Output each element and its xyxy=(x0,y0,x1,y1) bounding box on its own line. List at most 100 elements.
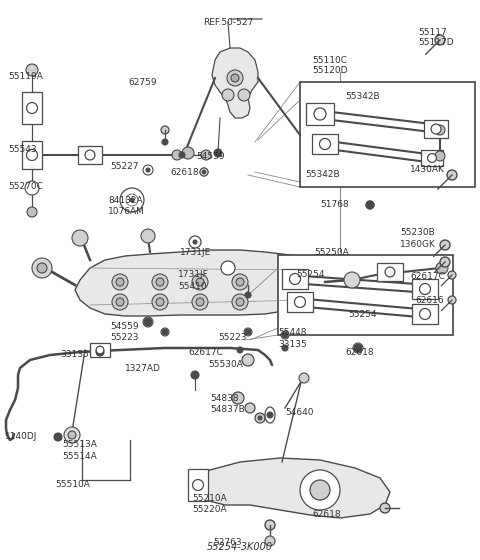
Text: 1731JE: 1731JE xyxy=(180,248,211,257)
Text: 54640: 54640 xyxy=(285,408,313,417)
Text: 1430AK: 1430AK xyxy=(410,165,445,174)
Circle shape xyxy=(162,139,168,145)
Text: 54838: 54838 xyxy=(210,394,239,403)
Circle shape xyxy=(368,203,372,207)
Circle shape xyxy=(144,318,152,326)
Circle shape xyxy=(64,427,80,443)
Ellipse shape xyxy=(265,407,275,423)
Text: 55117: 55117 xyxy=(418,28,447,37)
Text: 55513A: 55513A xyxy=(62,440,97,449)
Text: 62617C: 62617C xyxy=(410,272,445,281)
Text: 55510A: 55510A xyxy=(55,480,90,489)
Circle shape xyxy=(435,35,445,45)
Text: 54559: 54559 xyxy=(196,152,225,161)
Bar xyxy=(377,263,403,281)
Circle shape xyxy=(300,470,340,510)
Text: 55119A: 55119A xyxy=(8,72,43,81)
Circle shape xyxy=(232,274,248,290)
Text: 55250A: 55250A xyxy=(314,248,349,257)
Bar xyxy=(90,343,110,357)
Circle shape xyxy=(146,168,150,172)
Circle shape xyxy=(32,258,52,278)
Bar xyxy=(287,292,313,312)
Text: 1731JF: 1731JF xyxy=(178,270,209,279)
Circle shape xyxy=(255,413,265,423)
Circle shape xyxy=(96,348,104,356)
Text: 62618: 62618 xyxy=(170,168,199,177)
Text: 33135: 33135 xyxy=(60,350,89,359)
Text: 55220A: 55220A xyxy=(192,505,227,514)
Circle shape xyxy=(232,392,244,404)
Circle shape xyxy=(353,343,363,353)
Bar xyxy=(300,82,475,187)
Circle shape xyxy=(295,296,305,307)
Circle shape xyxy=(242,354,254,366)
Text: 62759: 62759 xyxy=(128,78,156,87)
Circle shape xyxy=(236,278,244,286)
Circle shape xyxy=(196,278,204,286)
Circle shape xyxy=(130,198,134,202)
Circle shape xyxy=(26,64,38,76)
Circle shape xyxy=(431,124,441,134)
Circle shape xyxy=(236,298,244,306)
Circle shape xyxy=(310,480,330,500)
Circle shape xyxy=(354,344,362,352)
Circle shape xyxy=(156,298,164,306)
Bar xyxy=(412,304,438,324)
Text: 55543: 55543 xyxy=(8,145,36,154)
Text: 55210A: 55210A xyxy=(192,494,227,503)
Text: 55117D: 55117D xyxy=(418,38,454,47)
Circle shape xyxy=(112,274,128,290)
Circle shape xyxy=(26,102,37,114)
Text: 55514A: 55514A xyxy=(62,452,97,461)
Circle shape xyxy=(141,229,155,243)
Circle shape xyxy=(289,273,300,284)
Text: 84132A: 84132A xyxy=(108,196,143,205)
Bar xyxy=(306,103,334,125)
Bar xyxy=(188,469,208,501)
Text: 62616: 62616 xyxy=(415,296,444,305)
Bar xyxy=(424,120,448,138)
Bar xyxy=(278,255,453,335)
Circle shape xyxy=(182,147,194,159)
Circle shape xyxy=(435,151,445,161)
Circle shape xyxy=(435,125,445,135)
Polygon shape xyxy=(195,458,390,518)
Circle shape xyxy=(192,294,208,310)
Text: 55448: 55448 xyxy=(278,328,307,337)
Circle shape xyxy=(112,294,128,310)
Text: 55110C: 55110C xyxy=(312,56,347,65)
Bar xyxy=(282,269,308,289)
Text: 55530A: 55530A xyxy=(208,360,243,369)
Circle shape xyxy=(366,201,374,209)
Circle shape xyxy=(385,267,395,277)
Text: 1076AM: 1076AM xyxy=(108,207,145,216)
Circle shape xyxy=(428,153,436,162)
Circle shape xyxy=(95,347,105,357)
Circle shape xyxy=(299,373,309,383)
Circle shape xyxy=(96,346,104,354)
Circle shape xyxy=(120,188,144,212)
Circle shape xyxy=(245,292,251,298)
Circle shape xyxy=(201,150,211,160)
Circle shape xyxy=(193,240,197,244)
Text: 55230B: 55230B xyxy=(400,228,435,237)
Circle shape xyxy=(232,294,248,310)
Circle shape xyxy=(436,262,448,274)
Circle shape xyxy=(143,165,153,175)
Circle shape xyxy=(265,536,275,546)
Circle shape xyxy=(227,70,243,86)
Bar xyxy=(22,141,42,169)
Circle shape xyxy=(161,126,169,134)
Circle shape xyxy=(200,168,208,176)
Circle shape xyxy=(245,403,255,413)
Circle shape xyxy=(98,350,102,354)
Bar xyxy=(412,279,438,299)
Circle shape xyxy=(267,412,273,418)
Circle shape xyxy=(221,261,235,275)
Text: 55410: 55410 xyxy=(178,282,206,291)
Circle shape xyxy=(72,230,88,246)
Circle shape xyxy=(161,328,169,336)
Circle shape xyxy=(366,201,374,209)
Text: 1360GK: 1360GK xyxy=(400,240,436,249)
